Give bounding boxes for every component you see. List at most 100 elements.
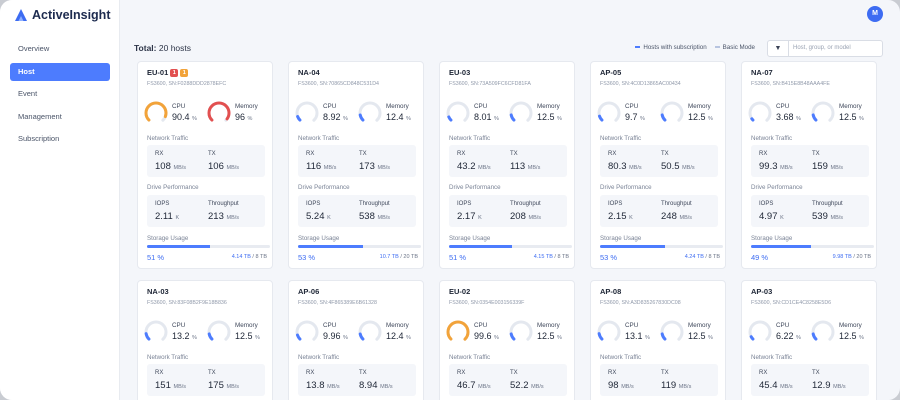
search-filter[interactable]: ▼ Host, group, or model [767,40,883,57]
network-traffic-panel: RX 99.3 MB/s TX 159 MB/s [751,145,869,177]
rx-value-number: 46.7 [457,380,476,391]
tx-value-number: 52.2 [510,380,529,391]
tx-value: 8.94 MB/s [359,380,393,391]
cpu-gauge [596,100,622,126]
memory-value: 12.4 % [386,331,411,341]
memory-value: 12.4 % [386,112,411,122]
host-card[interactable]: AP-06 FS3600, SN:4F865389E6B61328 CPU 9.96 … [288,280,424,400]
cpu-value: 9.96 % [323,331,348,341]
memory-unit: % [557,116,562,122]
memory-value: 12.5 % [839,112,864,122]
iops-value-number: 2.11 [155,211,173,222]
memory-gauge [508,100,534,126]
sidebar-item-host[interactable]: Host [10,62,110,81]
host-name-text: NA-07 [751,68,773,77]
sidebar-item-event[interactable]: Event [18,89,38,98]
rx-value-number: 99.3 [759,161,778,172]
host-card[interactable]: NA-03 FS3600, SN:83F08B2F9E18B836 CPU 13.2 … [137,280,273,400]
drive-performance-label: Drive Performance [600,184,652,191]
host-card[interactable]: NA-04 FS3600, SN:70865CD848C531D4 CPU 8.92 … [288,61,424,269]
host-card[interactable]: NA-07 FS3600, SN:B415E8B48AAA4FE CPU 3.68 %… [741,61,877,269]
cpu-value: 8.01 % [474,112,499,122]
rx-value: 108 MB/s [155,161,186,172]
rx-label: RX [155,151,164,157]
storage-usage-bar [449,245,572,248]
rx-unit: MB/s [173,384,187,390]
host-name: AP-05 [600,68,621,77]
throughput-value: 248 MB/s [661,211,692,222]
storage-used: 10.7 TB [379,254,399,260]
memory-value: 12.5 % [688,331,713,341]
logo-icon [15,9,27,21]
cpu-value-number: 8.01 [474,112,492,122]
cpu-value-number: 13.1 [625,331,643,341]
rx-unit: MB/s [478,165,491,171]
tx-unit: MB/s [833,384,846,390]
memory-value-number: 12.4 [386,112,404,122]
cpu-value: 99.6 % [474,331,499,341]
search-placeholder[interactable]: Host, group, or model [793,45,851,51]
host-card[interactable]: EU-02 FS3600, SN:0354E003156339F CPU 99.6 %… [439,280,575,400]
iops-label: IOPS [457,201,472,207]
sidebar-item-subscription[interactable]: Subscription [18,134,60,143]
rx-value-number: 151 [155,380,171,391]
drive-performance-label: Drive Performance [298,184,350,191]
iops-value: 4.97 K [759,211,784,222]
host-card[interactable]: AP-03 FS3600, SN:CD1CE4C8258E5D6 CPU 6.22 %… [741,280,877,400]
sidebar-item-overview[interactable]: Overview [18,44,50,53]
tx-value: 12.9 MB/s [812,380,846,391]
logo[interactable]: ActiveInsight [14,8,111,22]
cpu-label: CPU [323,103,337,110]
memory-label: Memory [235,322,258,329]
storage-usage-label: Storage Usage [449,235,491,242]
rx-label: RX [155,370,164,376]
alert-badge[interactable]: 1 [180,68,189,77]
avatar[interactable]: M [867,6,883,22]
storage-total: / 20 TB [853,254,871,260]
host-card[interactable]: AP-05 FS3600, SN:4C0D13865AC00434 CPU 9.7 %… [590,61,726,269]
host-name: NA-04 [298,68,320,77]
network-traffic-panel: RX 80.3 MB/s TX 50.5 MB/s [600,145,718,177]
rx-value-number: 116 [306,161,322,172]
iops-value: 2.15 K [608,211,633,222]
cpu-gauge [747,319,773,345]
cpu-value-number: 3.68 [776,112,794,122]
host-name-text: NA-03 [147,287,169,296]
throughput-label: Throughput [510,201,541,207]
throughput-value: 208 MB/s [510,211,541,222]
network-traffic-label: Network Traffic [449,135,491,142]
cpu-label: CPU [625,322,639,329]
storage-usage-bar [298,245,421,248]
storage-capacity: 4.15 TB / 8 TB [534,254,569,260]
rx-unit: MB/s [327,384,340,390]
cpu-unit: % [343,335,348,341]
memory-unit: % [247,116,253,122]
storage-total: / 8 TB [554,254,569,260]
rx-label: RX [306,370,315,376]
memory-gauge [206,100,232,126]
tx-value: 173 MB/s [359,161,390,172]
memory-label: Memory [839,103,862,110]
legend-marker [714,46,720,49]
filter-icon[interactable]: ▼ [768,41,789,56]
memory-gauge [508,319,534,345]
cpu-value: 90.4 % [172,112,197,122]
tx-value: 52.2 MB/s [510,380,544,391]
host-card[interactable]: AP-08 FS3600, SN:A3D835267830DC08 CPU 13.1 … [590,280,726,400]
sidebar-item-management[interactable]: Management [18,111,62,121]
memory-label: Memory [688,103,711,110]
memory-value: 12.5 % [688,112,713,122]
iops-label: IOPS [306,201,321,207]
cpu-value-number: 9.96 [323,331,341,341]
storage-usage-label: Storage Usage [600,235,642,242]
host-name: NA-03 [147,287,169,296]
host-model: FS3600, SN:4C0D13865AC00434 [600,81,681,87]
host-name-text: AP-05 [600,68,622,77]
iops-value-number: 5.24 [306,211,325,222]
alert-badge[interactable]: 1 [170,68,179,77]
cpu-label: CPU [323,322,337,329]
host-card[interactable]: EU-01 1 1 FS3600, SN:F0288DDD2878EFC CPU 90.4… [137,61,273,269]
memory-unit: % [406,116,411,122]
host-card[interactable]: EU-03 FS3600, SN:73A509FC6CFD81FA CPU 8.01 … [439,61,575,269]
storage-usage-bar [751,245,874,248]
